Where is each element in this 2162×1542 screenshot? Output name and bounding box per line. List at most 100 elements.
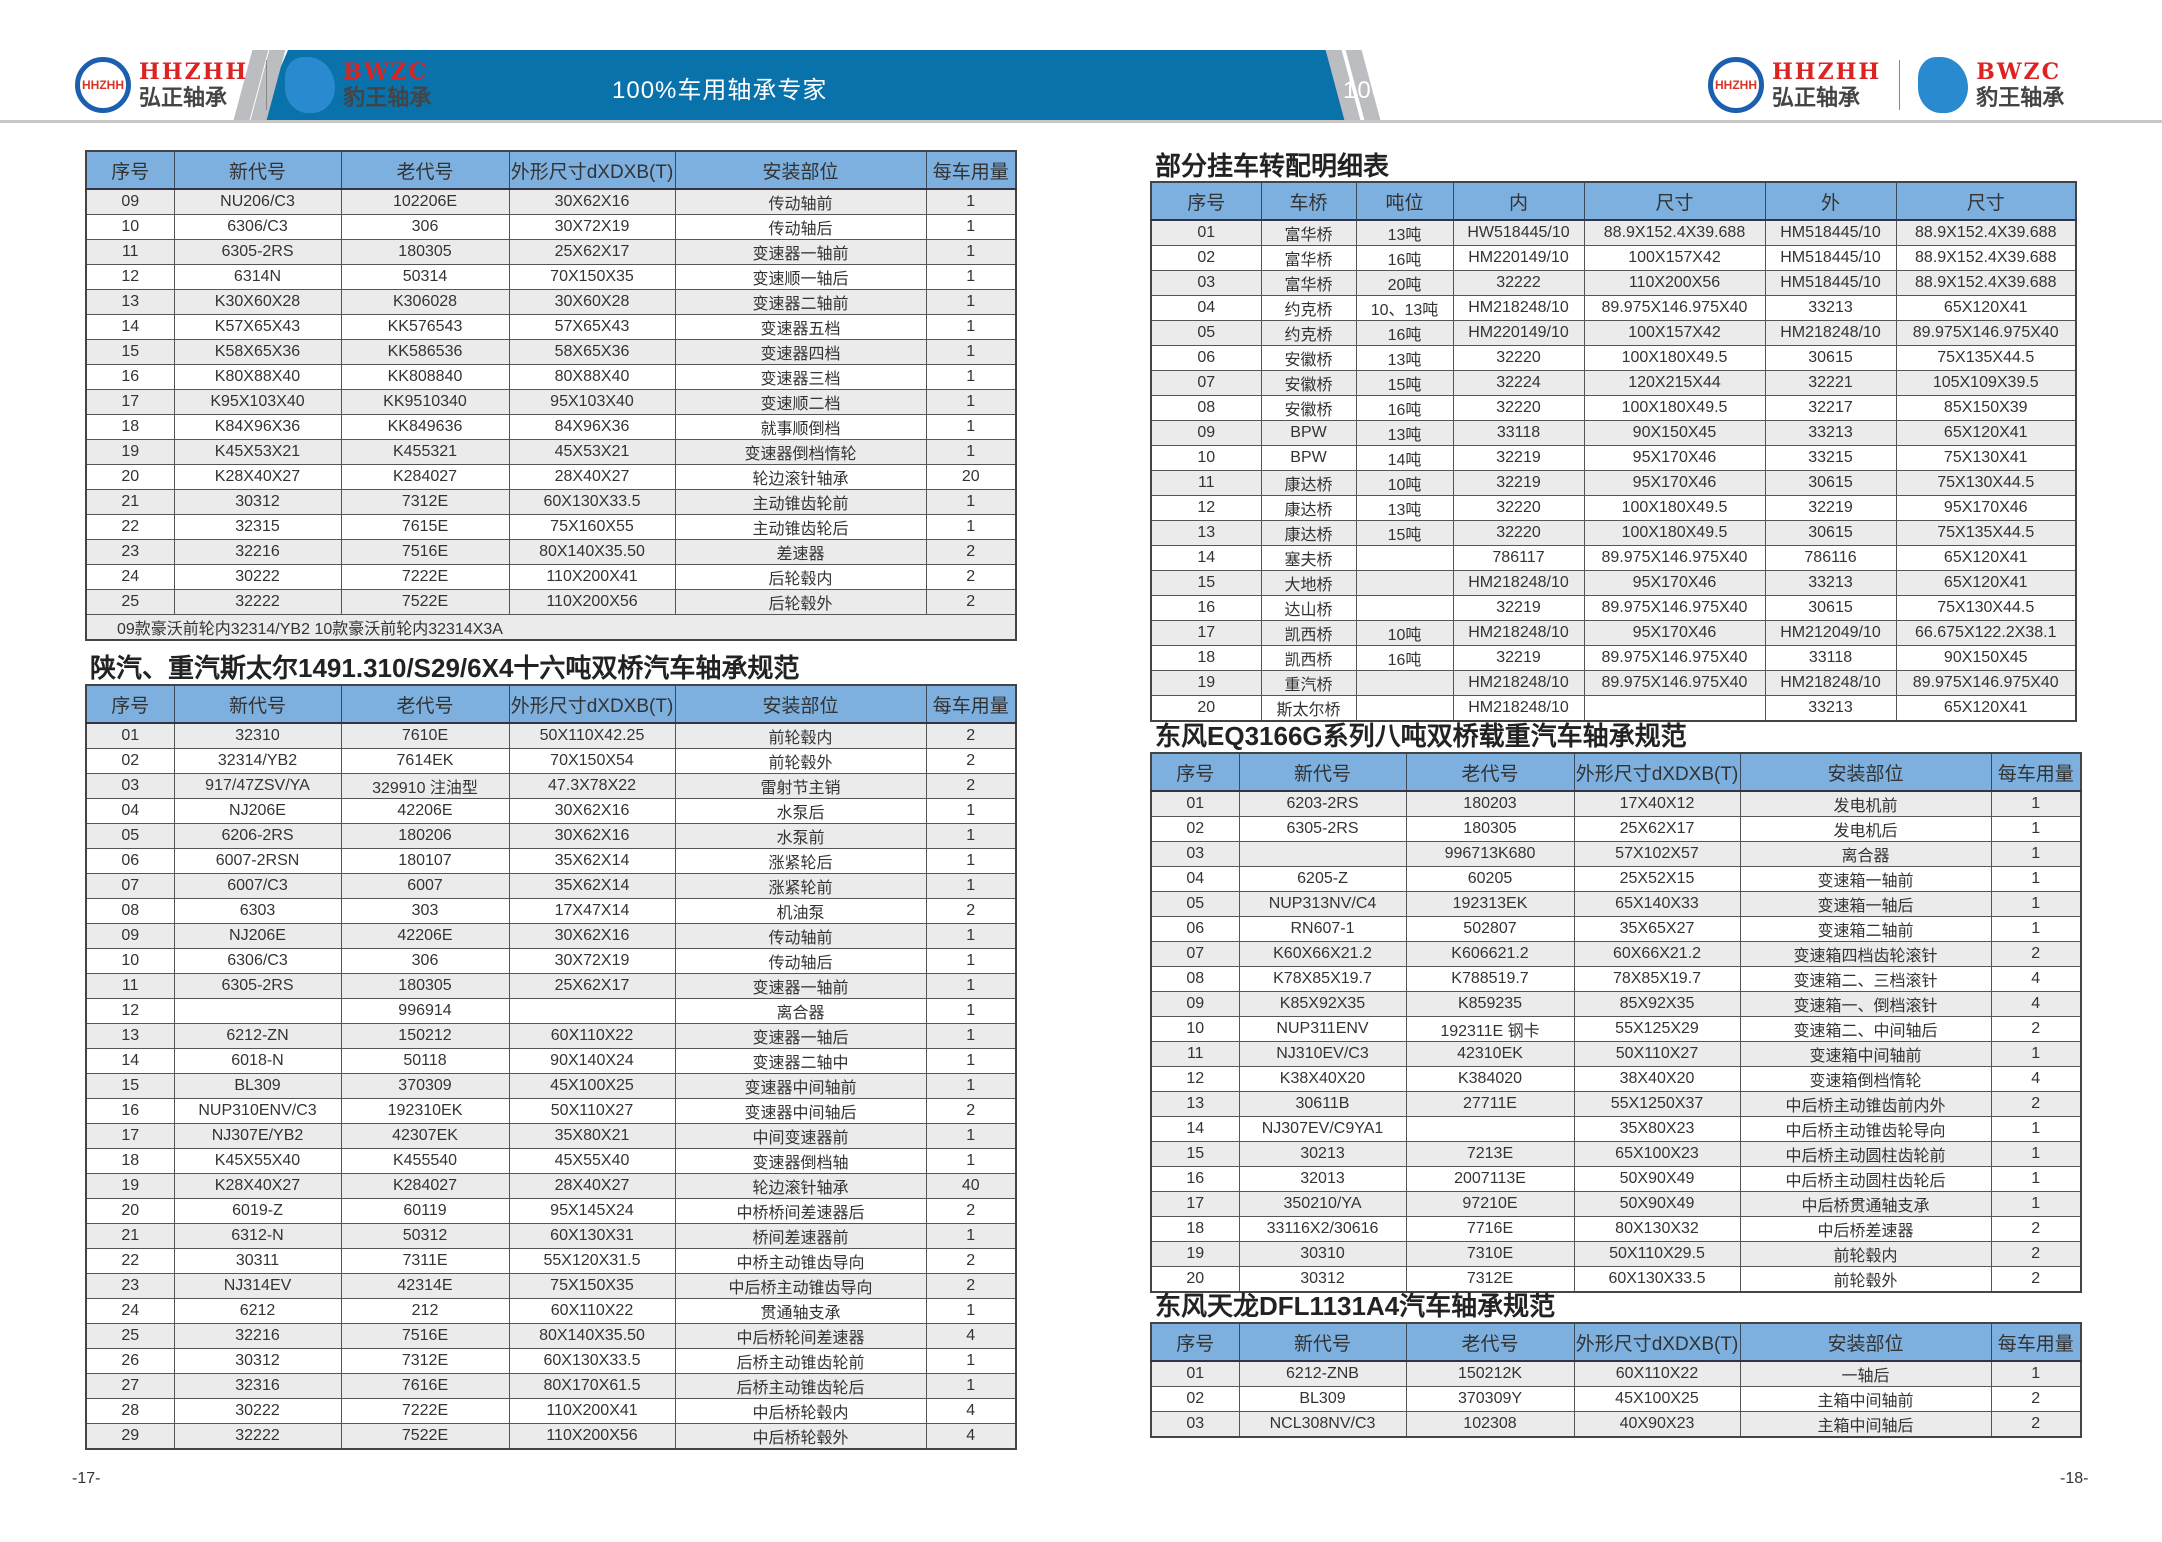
table-row: 12 6314N 50314 70X150X35 变速顺一轴后 1: [85, 264, 1017, 290]
cell-position: 贯通轴支承: [674, 1298, 927, 1324]
table-row: 02 富华桥 16吨 HM220149/10 100X157X42 HM518445/10…: [1150, 245, 2077, 271]
cell-dimensions: 35X80X21: [508, 1123, 676, 1149]
cell-qty: 20: [925, 464, 1017, 490]
cell-qty: 1: [1990, 1166, 2082, 1192]
col-header-seq: 序号: [85, 684, 175, 724]
cell-axle: 康达桥: [1260, 470, 1357, 496]
cell-old-code: 7614EK: [340, 748, 510, 774]
cell-seq: 26: [85, 1348, 175, 1374]
cell-seq: 05: [1150, 320, 1262, 346]
cell-old-code: K606621.2: [1405, 941, 1575, 967]
cell-dimensions: 90X140X24: [508, 1048, 676, 1074]
cell-outer: 786116: [1764, 545, 1897, 571]
cell-qty: 1: [925, 1123, 1017, 1149]
table-row: 09 NJ206E 42206E 30X62X16 传动轴前 1: [85, 923, 1017, 949]
cell-qty: 1: [925, 264, 1017, 290]
cell-new-code: 30311: [173, 1248, 342, 1274]
table-row: 09 NU206/C3 102206E 30X62X16 传动轴前 1: [85, 188, 1017, 215]
cell-position: 主箱中间轴后: [1739, 1411, 1992, 1438]
table-row: 11 6305-2RS 180305 25X62X17 变速器一轴前 1: [85, 239, 1017, 265]
table-row: 12 K38X40X20 K384020 38X40X20 变速箱倒档惰轮 4: [1150, 1066, 2082, 1092]
cell-qty: 1: [1990, 916, 2082, 942]
cell-position: 变速箱一轴前: [1739, 866, 1992, 892]
cell-dimensions: 28X40X27: [508, 464, 676, 490]
table-row: 22 32315 7615E 75X160X55 主动锥齿轮后 1: [85, 514, 1017, 540]
cell-dimensions: 60X110X22: [508, 1023, 676, 1049]
logo-divider: [266, 60, 268, 110]
cell-dimensions: 25X62X17: [508, 239, 676, 265]
cell-outer-size: 89.975X146.975X40: [1895, 670, 2077, 696]
cell-dimensions: 50X110X27: [508, 1098, 676, 1124]
cell-seq: 22: [85, 514, 175, 540]
cell-outer-size: 75X135X44.5: [1895, 345, 2077, 371]
cell-old-code: 370309: [340, 1073, 510, 1099]
cell-qty: 1: [925, 314, 1017, 340]
cell-dimensions: 28X40X27: [508, 1173, 676, 1199]
cell-seq: 04: [1150, 295, 1262, 321]
col-header-seq: 序号: [85, 150, 175, 190]
cell-dimensions: 47.3X78X22: [508, 773, 676, 799]
cell-old-code: 102308: [1405, 1411, 1575, 1438]
cell-new-code: 32310: [173, 722, 342, 749]
cell-new-code: NJ206E: [173, 923, 342, 949]
hhzhh-logo-icon: HHZHH: [1708, 57, 1764, 113]
table-row: 29 32222 7522E 110X200X56 中后桥轮毂外 4: [85, 1423, 1017, 1450]
cell-old-code: 7310E: [1405, 1241, 1575, 1267]
cell-tonnage: 15吨: [1355, 520, 1454, 546]
cell-position: 水泵前: [674, 823, 927, 849]
table-row: 15 K58X65X36 KK586536 58X65X36 变速器四档 1: [85, 339, 1017, 365]
cell-new-code: 6303: [173, 898, 342, 924]
cell-new-code: 32216: [173, 539, 342, 565]
cell-outer-size: 90X150X45: [1895, 645, 2077, 671]
cell-seq: 27: [85, 1373, 175, 1399]
cell-position: 变速箱四档齿轮滚针: [1739, 941, 1992, 967]
cell-dimensions: 50X90X49: [1573, 1166, 1741, 1192]
cell-position: 变速器五档: [674, 314, 927, 340]
cell-old-code: 306: [340, 948, 510, 974]
cell-axle: 康达桥: [1260, 520, 1357, 546]
col-header-old-code: 老代号: [1405, 1322, 1575, 1362]
cell-seq: 17: [85, 1123, 175, 1149]
cell-old-code: K284027: [340, 1173, 510, 1199]
cell-old-code: 2007113E: [1405, 1166, 1575, 1192]
cell-tonnage: 16吨: [1355, 320, 1454, 346]
cell-outer: HM518445/10: [1764, 219, 1897, 246]
cell-new-code: 6007/C3: [173, 873, 342, 899]
table-row: 03 富华桥 20吨 32222 110X200X56 HM518445/10 88.9X1…: [1150, 270, 2077, 296]
cell-old-code: 180203: [1405, 790, 1575, 817]
cell-dimensions: 35X62X14: [508, 848, 676, 874]
cell-old-code: K384020: [1405, 1066, 1575, 1092]
cell-seq: 24: [85, 1298, 175, 1324]
cell-new-code: NJ307EV/C9YA1: [1238, 1116, 1407, 1142]
cell-old-code: 7312E: [340, 1348, 510, 1374]
col-header-position: 安装部位: [1739, 1322, 1992, 1362]
bwzc-logo-en: BWZC: [1976, 59, 2062, 85]
cell-new-code: 32316: [173, 1373, 342, 1399]
table-row: 21 30312 7312E 60X130X33.5 主动锥齿轮前 1: [85, 489, 1017, 515]
cell-qty: 1: [925, 798, 1017, 824]
cell-tonnage: [1355, 670, 1454, 696]
cell-qty: 1: [1990, 1141, 2082, 1167]
cell-old-code: 97210E: [1405, 1191, 1575, 1217]
cell-dimensions: 30X72X19: [508, 948, 676, 974]
cell-qty: 1: [925, 364, 1017, 390]
cell-new-code: 6305-2RS: [1238, 816, 1407, 842]
table-row: 18 K45X55X40 K455540 45X55X40 变速器倒档轴 1: [85, 1148, 1017, 1174]
cell-inner-size: 95X170X46: [1583, 620, 1766, 646]
cell-position: 传动轴前: [674, 188, 927, 215]
cell-qty: 1: [925, 339, 1017, 365]
cell-position: 发电机前: [1739, 790, 1992, 817]
cell-position: 变速器中间轴前: [674, 1073, 927, 1099]
note-row: 09款豪沃前轮内32314/YB2 10款豪沃前轮内32314X3A: [85, 614, 1017, 641]
cell-seq: 21: [85, 1223, 175, 1249]
cell-old-code: 7522E: [340, 589, 510, 615]
cell-qty: 2: [1990, 1241, 2082, 1267]
cell-tonnage: 16吨: [1355, 395, 1454, 421]
cell-position: 前轮毂内: [1739, 1241, 1992, 1267]
table-row: 10 BPW 14吨 32219 95X170X46 33215 75X130X41: [1150, 445, 2077, 471]
cell-new-code: 32222: [173, 1423, 342, 1450]
col-header-qty: 每车用量: [1990, 1322, 2082, 1362]
cell-old-code: 42307EK: [340, 1123, 510, 1149]
cell-new-code: 917/47ZSV/YA: [173, 773, 342, 799]
cell-seq: 17: [1150, 620, 1262, 646]
